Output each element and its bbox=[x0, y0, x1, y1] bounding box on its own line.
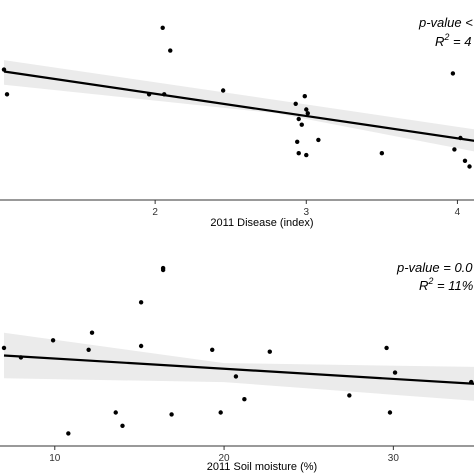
data-point bbox=[160, 25, 165, 30]
scatter-points bbox=[1, 25, 472, 169]
r-squared-symbol: R bbox=[435, 34, 444, 49]
r-squared-symbol: R bbox=[419, 278, 428, 293]
data-point bbox=[86, 347, 91, 352]
data-point bbox=[50, 338, 56, 343]
x-axis-ticks: 10 20 30 bbox=[49, 446, 399, 464]
data-point bbox=[296, 116, 301, 122]
data-point bbox=[384, 345, 389, 351]
data-point bbox=[267, 349, 272, 354]
data-point bbox=[210, 347, 215, 352]
data-point bbox=[113, 410, 118, 415]
confidence-band bbox=[4, 60, 474, 152]
fit-line bbox=[3, 70, 474, 142]
data-point bbox=[302, 94, 307, 99]
data-point bbox=[169, 412, 174, 417]
data-point bbox=[379, 151, 385, 156]
data-point bbox=[347, 393, 352, 398]
data-point bbox=[452, 147, 457, 152]
data-point bbox=[293, 101, 298, 107]
r-squared-exponent: 2 bbox=[443, 32, 449, 42]
data-point bbox=[316, 137, 321, 143]
r-squared-annotation: R2 = 11% bbox=[419, 276, 473, 293]
data-point bbox=[450, 71, 456, 76]
confidence-band bbox=[4, 332, 474, 401]
x-axis-ticks: 2 3 4 bbox=[152, 200, 461, 218]
x-tick-label: 20 bbox=[219, 453, 231, 464]
data-point bbox=[160, 267, 166, 273]
data-point bbox=[458, 135, 463, 141]
data-point bbox=[1, 345, 7, 351]
r-squared-exponent: 2 bbox=[427, 276, 433, 286]
data-point bbox=[305, 111, 310, 116]
data-point bbox=[469, 379, 474, 385]
data-point bbox=[296, 151, 301, 156]
x-tick-label: 10 bbox=[49, 453, 61, 464]
data-point bbox=[295, 139, 300, 144]
data-point bbox=[299, 122, 304, 127]
data-point bbox=[120, 423, 125, 428]
x-tick-label: 3 bbox=[304, 207, 310, 218]
data-point bbox=[304, 152, 309, 158]
data-point bbox=[242, 397, 247, 402]
scatter-points bbox=[1, 265, 474, 436]
x-axis-title: 2011 Disease (index) bbox=[210, 217, 313, 229]
r-squared-value: = 4 bbox=[449, 34, 471, 49]
x-tick-label: 30 bbox=[388, 453, 400, 464]
panel-soil-moisture: 10 20 30 2011 Soil moisture (%) p-value = … bbox=[0, 260, 474, 473]
data-point bbox=[4, 92, 10, 97]
data-point bbox=[138, 300, 144, 305]
fit-line bbox=[3, 354, 474, 385]
data-point bbox=[1, 67, 7, 72]
p-value-annotation: p-value < bbox=[418, 15, 473, 30]
data-point bbox=[304, 107, 309, 112]
data-point bbox=[220, 88, 226, 93]
p-value-annotation: p-value = 0.0 bbox=[396, 260, 473, 275]
x-tick-label: 2 bbox=[152, 207, 158, 218]
data-point bbox=[387, 410, 393, 415]
data-point bbox=[89, 330, 95, 335]
data-point bbox=[66, 431, 71, 436]
data-point bbox=[138, 343, 144, 349]
data-point bbox=[392, 370, 398, 375]
data-point bbox=[462, 158, 468, 163]
data-point bbox=[218, 410, 223, 415]
data-point bbox=[233, 374, 239, 379]
r-squared-annotation: R2 = 4 bbox=[435, 32, 471, 49]
x-axis-title: 2011 Soil moisture (%) bbox=[207, 461, 317, 473]
data-point bbox=[146, 92, 152, 97]
data-point bbox=[467, 164, 472, 169]
x-tick-label: 4 bbox=[455, 207, 461, 218]
data-point bbox=[168, 48, 173, 53]
r-squared-value: = 11% bbox=[433, 278, 473, 293]
data-point bbox=[18, 355, 24, 360]
data-point bbox=[162, 92, 167, 97]
